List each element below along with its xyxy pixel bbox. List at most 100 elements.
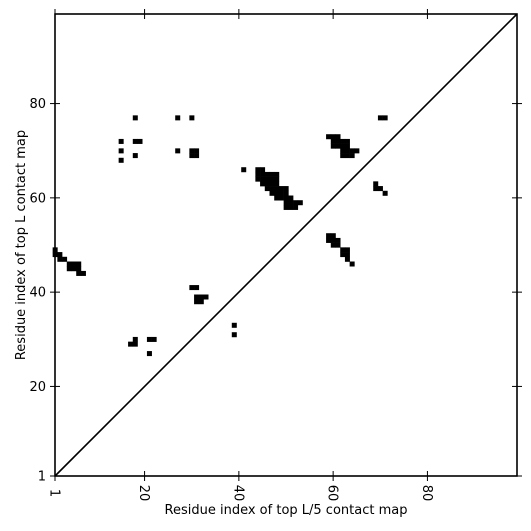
contact-cell-top-l [373,186,379,192]
contact-cell-top-l [132,115,138,121]
contact-cell-top-l [194,153,200,159]
contact-cell-top-l [175,148,181,154]
contact-cell-top-l [340,153,346,159]
contact-cell-top-l [377,186,383,192]
contact-cell-top-l [340,143,346,149]
contact-cells [52,115,388,357]
x-tick-label: 1 [47,489,62,497]
contact-cell-top-l [260,171,266,177]
contact-cell-top-l [283,195,289,201]
contact-cell-top-l [269,176,275,182]
contact-cell-top-l5 [330,237,336,243]
contact-cell-top-l5 [57,256,63,262]
contact-cell-top-l [260,176,266,182]
contact-cell-top-l5 [335,242,341,248]
contact-cell-top-l [264,181,270,187]
x-tick-label: 40 [230,485,245,502]
contact-cell-top-l [241,167,247,173]
y-axis-label: Residue index of top L contact map [14,130,29,360]
contact-cell-top-l [283,186,289,192]
contact-cell-top-l5 [71,261,77,267]
contact-cell-top-l [269,190,275,196]
contact-cell-top-l [283,190,289,196]
contact-cell-top-l [132,153,138,159]
contact-cell-top-l [349,153,355,159]
contact-cell-top-l [335,143,341,149]
contact-cell-top-l [326,134,332,140]
contact-cell-top-l [297,200,303,206]
contact-cell-top-l5 [335,237,341,243]
contact-cell-top-l [189,115,195,121]
contact-cell-top-l [288,200,294,206]
contact-cell-top-l5 [76,261,82,267]
contact-cell-top-l [118,157,124,163]
contact-cell-top-l [382,190,388,196]
contact-cell-top-l [264,171,270,177]
contact-cell-top-l [255,176,261,182]
x-tick-label: 60 [325,485,340,502]
contact-cell-top-l [344,143,350,149]
contact-cell-top-l5 [194,299,200,305]
contact-cell-top-l [264,186,270,192]
contact-cell-top-l [269,186,275,192]
x-tick-label: 20 [136,485,151,502]
contact-cell-top-l [288,204,294,210]
diagonal-line [54,13,518,477]
contact-cell-top-l5 [194,294,200,300]
contact-cell-top-l5 [344,256,350,262]
contact-cell-top-l [118,138,124,144]
contact-cell-top-l [118,148,124,154]
contact-cell-top-l5 [66,266,72,272]
contact-cell-top-l5 [62,256,68,262]
contact-cell-top-l5 [340,252,346,258]
y-tick-label: 20 [29,380,46,395]
contact-cell-top-l5 [151,336,157,342]
contact-cell-top-l [377,115,383,121]
contact-cell-top-l5 [198,294,204,300]
contact-cell-top-l [189,148,195,154]
contact-cell-top-l5 [326,233,332,239]
contact-cell-top-l5 [146,336,152,342]
contact-cell-top-l5 [349,261,355,267]
contact-cell-top-l [288,195,294,201]
contact-cell-top-l [260,181,266,187]
contact-cell-top-l5 [132,341,138,347]
contact-cell-top-l [274,171,280,177]
contact-cell-top-l5 [80,270,86,276]
contact-cell-top-l [255,167,261,173]
contact-cell-top-l [274,195,280,201]
x-axis-label: Residue index of top L/5 contact map [165,503,408,518]
y-tick-label: 40 [29,286,46,301]
contact-cell-top-l5 [76,266,82,272]
contact-cell-top-l [340,138,346,144]
contact-cell-top-l [194,148,200,154]
contact-cell-top-l5 [340,247,346,253]
contact-cell-top-l5 [231,332,237,338]
contact-cell-top-l5 [194,285,200,291]
contact-cell-top-l5 [189,285,195,291]
contact-cell-top-l5 [132,336,138,342]
contact-cell-top-l [278,190,284,196]
contact-cell-top-l [260,167,266,173]
contact-cell-top-l [278,195,284,201]
y-tick-label: 1 [38,470,46,485]
contact-cell-top-l [354,148,360,154]
contact-cell-top-l5 [326,237,332,243]
contact-cell-top-l [264,176,270,182]
axis-ticks: 1 20 40 60 80 1 20 40 60 80 [29,9,522,501]
contact-cell-top-l [330,138,336,144]
contact-cell-top-l [274,186,280,192]
plot-frame [54,13,518,477]
contact-cell-top-l5 [128,341,134,347]
contact-cell-top-l [278,186,284,192]
contact-cell-top-l5 [344,252,350,258]
contact-cell-top-l5 [57,252,63,258]
contact-cell-top-l [330,143,336,149]
contact-cell-top-l [274,190,280,196]
contact-cell-top-l [189,153,195,159]
contact-cell-top-l5 [71,266,77,272]
contact-cell-top-l [340,148,346,154]
contact-cell-top-l [335,134,341,140]
contact-cell-top-l [344,138,350,144]
